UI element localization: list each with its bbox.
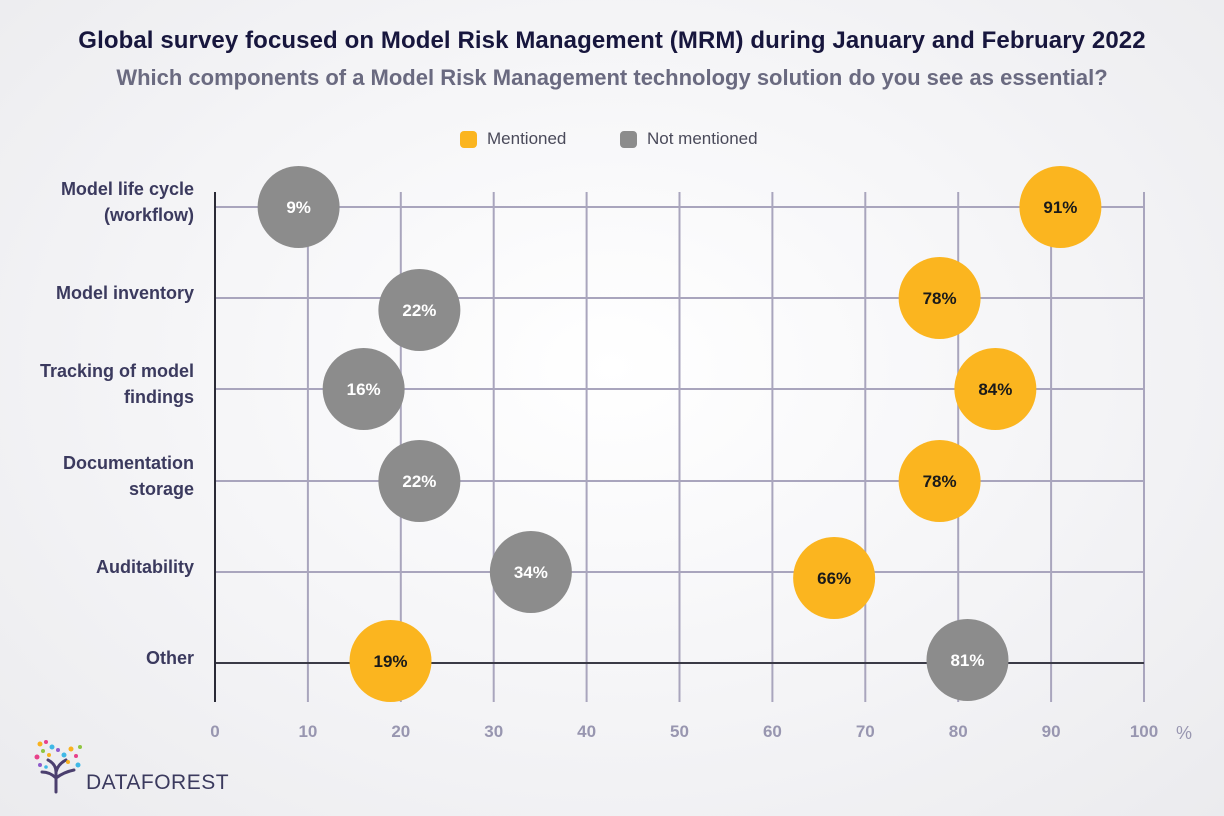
bubble-not-mentioned [926,619,1009,701]
category-label: (workflow) [104,205,194,225]
bubble-mentioned [793,537,876,619]
category-label: storage [129,479,194,499]
legend-item-not-mentioned: Not mentioned [620,129,758,149]
bubble-label: 9% [286,198,311,217]
x-tick-label: 60 [763,722,782,741]
x-tick-label: 50 [670,722,689,741]
category-label: Auditability [96,557,194,577]
chart-title: Global survey focused on Model Risk Mana… [78,27,1146,54]
bubble-label: 91% [1043,198,1077,217]
logo: DATAFOREST [34,738,229,796]
chart-subtitle: Which components of a Model Risk Managem… [116,65,1108,90]
bubble-not-mentioned [257,166,340,248]
x-tick-label: 90 [1042,722,1061,741]
tree-icon [34,740,82,794]
bubble-label: 22% [402,301,436,320]
bubble-not-mentioned [378,269,461,351]
x-unit-label: % [1176,723,1192,743]
bubble-label: 84% [978,380,1012,399]
legend-swatch-not-mentioned [620,130,637,148]
bubble-label: 78% [923,289,957,308]
category-label: Documentation [63,453,194,473]
bubble-not-mentioned [489,531,572,613]
legend-label-mentioned: Mentioned [487,129,567,148]
category-label: findings [124,387,194,407]
category-label: Tracking of model [40,361,194,381]
category-label: Model inventory [56,283,194,303]
bubble-label: 78% [923,472,957,491]
x-tick-label: 100 [1130,722,1158,741]
bubble-label: 22% [402,472,436,491]
legend: Mentioned Not mentioned [0,129,1224,151]
x-tick-label: 30 [484,722,503,741]
bubble-label: 34% [514,563,548,582]
bubble-mentioned [1019,166,1102,248]
legend-item-mentioned: Mentioned [460,129,566,149]
bubble-mentioned [349,620,432,702]
bubble-label: 16% [347,380,381,399]
x-tick-label: 70 [856,722,875,741]
bubble-label: 66% [817,569,851,588]
category-label: Model life cycle [61,179,194,199]
logo-text: DATAFOREST [86,771,230,794]
x-tick-label: 80 [949,722,968,741]
legend-swatch-mentioned [460,130,477,148]
x-tick-label: 40 [577,722,596,741]
bubble-label: 19% [373,652,407,671]
bubble-not-mentioned [378,440,461,522]
bubble-not-mentioned [322,348,405,430]
bubble-mentioned [898,440,981,522]
category-label: Other [146,648,194,668]
bubble-mentioned [954,348,1037,430]
legend-label-not-mentioned: Not mentioned [647,129,758,148]
bubble-label: 81% [950,651,984,670]
x-tick-label: 10 [298,722,317,741]
bubble-mentioned [898,257,981,339]
x-tick-label: 20 [391,722,410,741]
x-tick-label: 0 [210,722,219,741]
